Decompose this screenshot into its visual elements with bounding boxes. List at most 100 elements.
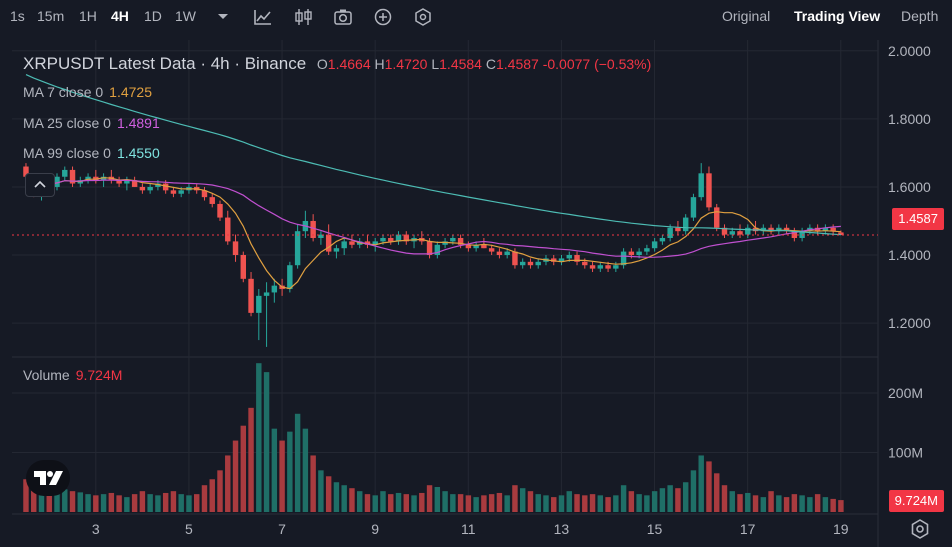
- candle-body: [69, 169, 76, 184]
- timeframe-4h[interactable]: 4H: [111, 8, 129, 24]
- candle-body: [395, 234, 402, 242]
- candle-body: [527, 261, 534, 266]
- candle-body: [597, 265, 604, 269]
- volume-bar: [217, 470, 223, 512]
- candle-body: [496, 251, 503, 256]
- volume-bar: [830, 498, 836, 512]
- candle-body: [675, 227, 681, 232]
- volume-bar: [147, 494, 153, 512]
- volume-bar: [667, 485, 673, 512]
- legend-ma99[interactable]: MA 99 close 0 1.4550: [23, 145, 160, 161]
- candle-body: [690, 197, 697, 218]
- volume-bar: [23, 479, 29, 512]
- high-label: H: [374, 56, 385, 72]
- candle-body: [318, 234, 324, 238]
- candle-body: [698, 173, 704, 198]
- candles-style-icon[interactable]: [294, 8, 314, 26]
- candle-body: [644, 248, 650, 252]
- candle-body: [589, 265, 596, 269]
- price-tick-label: 1.6000: [888, 179, 931, 195]
- chart-settings-icon[interactable]: [413, 8, 433, 26]
- candle-body: [147, 186, 153, 191]
- ma25-label: MA 25 close 0: [23, 115, 111, 131]
- candle-body: [822, 227, 829, 232]
- volume-bar: [706, 461, 712, 512]
- view-tab-original[interactable]: Original: [722, 8, 771, 24]
- ma99-line: [25, 74, 841, 236]
- candle-body: [558, 258, 565, 262]
- volume-bar: [201, 485, 208, 512]
- chart-settings-button[interactable]: [908, 517, 932, 541]
- candle-body: [481, 244, 487, 249]
- candle-body: [403, 234, 409, 242]
- volume-bar: [551, 497, 557, 512]
- add-indicator-icon[interactable]: [373, 8, 393, 26]
- candle-body: [54, 176, 60, 187]
- candle-body: [729, 231, 735, 235]
- volume-bar: [403, 494, 409, 512]
- volume-bar: [721, 485, 728, 512]
- candle-body: [776, 227, 782, 232]
- high-value: 1.4720: [384, 56, 428, 72]
- volume-bar: [356, 491, 363, 512]
- volume-bar: [566, 491, 572, 512]
- candle-body: [721, 227, 728, 235]
- view-tab-trading-view[interactable]: Trading View: [794, 8, 881, 24]
- volume-bar: [263, 372, 270, 512]
- volume-bar: [682, 482, 689, 512]
- close-label: C: [485, 56, 496, 72]
- volume-bar: [605, 497, 611, 512]
- volume-bar: [302, 428, 309, 512]
- ma25-value: 1.4891: [116, 115, 160, 131]
- candle-body: [333, 248, 340, 252]
- volume-bar: [729, 491, 735, 512]
- view-tab-depth[interactable]: Depth: [901, 8, 939, 24]
- time-tick-label: 19: [833, 521, 849, 537]
- chart-legend-header: XRPUSDT Latest Data · 4h · Binance O1.46…: [23, 54, 651, 74]
- timeframe-1d[interactable]: 1D: [144, 8, 162, 24]
- legend-ma25[interactable]: MA 25 close 0 1.4891: [23, 115, 160, 131]
- timeframe-dropdown-icon[interactable]: [213, 8, 233, 26]
- volume-bar: [675, 488, 681, 512]
- candle-body: [100, 176, 107, 181]
- candle-body: [62, 169, 68, 177]
- volume-bar: [752, 495, 759, 512]
- candle-body: [170, 190, 177, 194]
- timeframe-15m[interactable]: 15m: [37, 8, 65, 24]
- candle-body: [341, 241, 347, 249]
- chevron-up-icon: [34, 180, 46, 188]
- chart-title: XRPUSDT Latest Data · 4h · Binance: [23, 54, 307, 73]
- legend-collapse-button[interactable]: [25, 173, 55, 197]
- price-chart[interactable]: 2.0000 1.8000 1.6000 1.4000 1.2000 3 5 7 9 11 13 1…: [0, 34, 952, 547]
- volume-bar: [814, 494, 821, 512]
- volume-bar: [287, 431, 293, 512]
- candle-body: [613, 265, 619, 269]
- candle-body: [450, 237, 456, 242]
- candle-body: [349, 241, 355, 245]
- volume-bar: [597, 495, 604, 512]
- volume-bar: [838, 500, 844, 512]
- volume-value: 9.724M: [75, 367, 123, 383]
- volume-bar: [519, 488, 526, 512]
- volume-bar: [310, 455, 316, 512]
- volume-bar: [395, 492, 402, 512]
- candle-body: [256, 295, 262, 313]
- timeframe-1w[interactable]: 1W: [175, 8, 196, 24]
- candle-body: [442, 241, 448, 245]
- time-tick-label: 3: [92, 521, 100, 537]
- timeframe-1h[interactable]: 1H: [79, 8, 97, 24]
- volume-bar: [574, 494, 580, 512]
- timeframe-1s[interactable]: 1s: [10, 8, 25, 24]
- camera-screenshot-icon[interactable]: [333, 8, 353, 26]
- volume-label: Volume: [23, 367, 70, 383]
- indicator-line-chart-icon[interactable]: [253, 8, 273, 26]
- volume-bar: [442, 491, 448, 512]
- volume-bar: [690, 470, 697, 512]
- volume-bar: [714, 473, 720, 512]
- time-tick-label: 11: [461, 521, 476, 537]
- legend-ma7[interactable]: MA 7 close 0 1.4725: [23, 84, 152, 100]
- volume-bar: [170, 491, 177, 512]
- volume-bar: [325, 476, 332, 512]
- candle-body: [551, 258, 557, 262]
- volume-bar: [512, 485, 518, 512]
